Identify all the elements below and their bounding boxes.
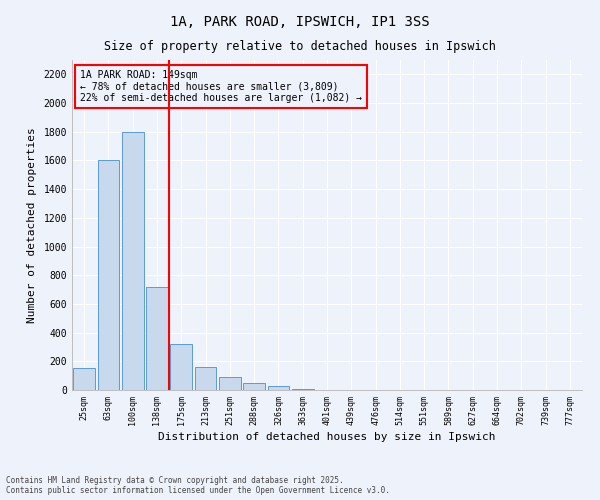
Y-axis label: Number of detached properties: Number of detached properties bbox=[26, 127, 37, 323]
Text: Contains HM Land Registry data © Crown copyright and database right 2025.
Contai: Contains HM Land Registry data © Crown c… bbox=[6, 476, 390, 495]
Text: 1A PARK ROAD: 149sqm
← 78% of detached houses are smaller (3,809)
22% of semi-de: 1A PARK ROAD: 149sqm ← 78% of detached h… bbox=[80, 70, 362, 103]
Bar bbox=[122, 132, 143, 390]
Bar bbox=[243, 383, 265, 390]
Bar bbox=[73, 368, 95, 390]
Bar bbox=[146, 286, 168, 390]
Bar bbox=[219, 377, 241, 390]
Text: 1A, PARK ROAD, IPSWICH, IP1 3SS: 1A, PARK ROAD, IPSWICH, IP1 3SS bbox=[170, 15, 430, 29]
Bar bbox=[97, 160, 119, 390]
Bar bbox=[268, 386, 289, 390]
Bar bbox=[170, 344, 192, 390]
X-axis label: Distribution of detached houses by size in Ipswich: Distribution of detached houses by size … bbox=[158, 432, 496, 442]
Bar bbox=[194, 367, 217, 390]
Text: Size of property relative to detached houses in Ipswich: Size of property relative to detached ho… bbox=[104, 40, 496, 53]
